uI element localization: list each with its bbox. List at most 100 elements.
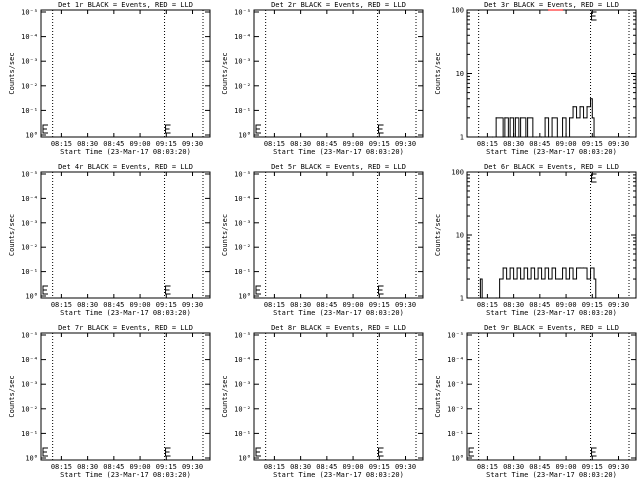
data-point <box>540 136 543 138</box>
error-bracket-glyph <box>468 447 474 457</box>
data-point <box>575 117 578 119</box>
data-point <box>478 297 480 299</box>
x-axis-label: Start Time (23-Mar-17 08:03:20) <box>486 471 617 479</box>
x-tick-label: 09:00 <box>556 140 577 148</box>
y-tick-label: 10 <box>456 232 464 240</box>
x-tick-label: 08:45 <box>529 463 550 471</box>
data-point <box>507 136 509 138</box>
data-point <box>499 278 501 280</box>
x-tick-label: 09:00 <box>130 140 151 148</box>
y-tick-label: 10⁻¹ <box>234 430 251 438</box>
panel-2: Det 2r BLACK = Events, RED = LLD Counts/s… <box>221 1 424 156</box>
data-point <box>582 267 585 269</box>
y-tick-label: 10° <box>238 455 251 463</box>
y-axis-label: Counts/sec <box>221 375 229 417</box>
chart-title: Det 6r BLACK = Events, RED = LLD <box>484 163 619 171</box>
plot-frame <box>40 332 211 461</box>
y-tick-label: 10⁻⁵ <box>21 171 38 179</box>
x-tick-label: 08:30 <box>77 463 98 471</box>
x-tick-label: 09:00 <box>343 140 364 148</box>
chart-title: Det 4r BLACK = Events, RED = LLD <box>58 163 193 171</box>
x-tick-label: 08:15 <box>51 140 72 148</box>
y-tick-label: 10⁻⁵ <box>234 332 251 340</box>
panel-4: Det 4r BLACK = Events, RED = LLD Counts/s… <box>8 163 211 317</box>
y-tick-label: 10⁻³ <box>21 219 38 227</box>
x-tick-label: 08:30 <box>503 301 524 309</box>
data-point <box>502 267 504 269</box>
x-axis-label: Start Time (23-Mar-17 08:03:20) <box>60 309 191 317</box>
y-tick-label: 1 <box>460 134 464 142</box>
y-axis-label: Counts/sec <box>8 52 16 94</box>
data-point <box>547 278 550 280</box>
y-axis-label: Counts/sec <box>434 375 442 417</box>
y-axis-label: Counts/sec <box>434 52 442 94</box>
data-point <box>502 136 504 138</box>
x-tick-label: 09:00 <box>343 463 364 471</box>
x-tick-label: 08:15 <box>477 301 498 309</box>
y-tick-label: 10⁻⁵ <box>234 171 251 179</box>
x-tick-label: 09:15 <box>582 463 603 471</box>
x-tick-label: 08:30 <box>77 301 98 309</box>
data-point <box>520 117 522 119</box>
series-line-black <box>478 267 597 299</box>
chart-title: Det 2r BLACK = Events, RED = LLD <box>271 1 406 9</box>
data-point <box>520 278 522 280</box>
data-point <box>558 278 560 280</box>
x-tick-label: 08:45 <box>529 301 550 309</box>
x-tick-label: 09:00 <box>343 301 364 309</box>
x-tick-label: 09:30 <box>182 463 203 471</box>
y-tick-label: 10⁻³ <box>234 381 251 389</box>
plot-frame <box>40 171 211 299</box>
panel-6: Det 6r BLACK = Events, RED = LLD Counts/s… <box>434 163 637 317</box>
x-tick-label: 09:00 <box>130 301 151 309</box>
data-point <box>595 136 597 138</box>
data-point <box>523 267 525 269</box>
data-point <box>554 278 557 280</box>
y-tick-label: 10⁻² <box>21 405 38 413</box>
data-point <box>534 278 536 280</box>
error-bracket-glyph <box>378 447 384 457</box>
x-tick-label: 08:15 <box>264 301 285 309</box>
x-tick-label: 09:30 <box>182 140 203 148</box>
data-point <box>527 278 529 280</box>
error-bracket-glyph <box>378 124 384 134</box>
y-tick-label: 10⁻² <box>21 82 38 90</box>
chart-title: Det 3r BLACK = Events, RED = LLD <box>484 1 619 9</box>
x-tick-label: 08:45 <box>103 140 124 148</box>
y-axis-label: Counts/sec <box>8 214 16 256</box>
y-tick-label: 10⁻¹ <box>21 430 38 438</box>
x-axis-label: Start Time (23-Mar-17 08:03:20) <box>60 148 191 156</box>
data-point <box>481 297 483 299</box>
y-tick-label: 10⁻¹ <box>447 430 464 438</box>
y-tick-label: 10° <box>238 293 251 301</box>
data-point <box>530 267 532 269</box>
data-point <box>532 136 534 138</box>
y-tick-label: 10⁻³ <box>21 381 38 389</box>
y-tick-label: 10⁻⁵ <box>447 332 464 340</box>
error-bracket-glyph <box>255 124 261 134</box>
x-tick-label: 09:15 <box>156 140 177 148</box>
panel-3: Det 3r BLACK = Events, RED = LLD Counts/s… <box>434 1 637 156</box>
panel-8: Det 8r BLACK = Events, RED = LLD Counts/s… <box>221 324 424 479</box>
y-tick-label: 10⁻⁴ <box>21 195 38 203</box>
y-tick-label: 10⁻¹ <box>21 268 38 276</box>
data-point <box>565 278 567 280</box>
data-point <box>586 278 588 280</box>
x-tick-label: 08:30 <box>503 140 524 148</box>
y-tick-label: 10⁻¹ <box>21 107 38 115</box>
error-bracket-glyph <box>165 285 171 295</box>
x-tick-label: 08:15 <box>51 301 72 309</box>
chart-title: Det 9r BLACK = Events, RED = LLD <box>484 324 619 332</box>
x-tick-label: 08:45 <box>103 301 124 309</box>
y-axis-label: Counts/sec <box>221 52 229 94</box>
x-tick-label: 08:15 <box>264 463 285 471</box>
error-bracket-glyph <box>591 173 597 183</box>
data-point <box>565 136 567 138</box>
data-point <box>579 106 581 108</box>
plot-frame <box>253 9 424 138</box>
y-tick-label: 10⁻³ <box>21 58 38 66</box>
data-point <box>579 267 581 269</box>
plot-frame <box>253 171 424 299</box>
y-tick-label: 10⁻⁴ <box>234 356 251 364</box>
